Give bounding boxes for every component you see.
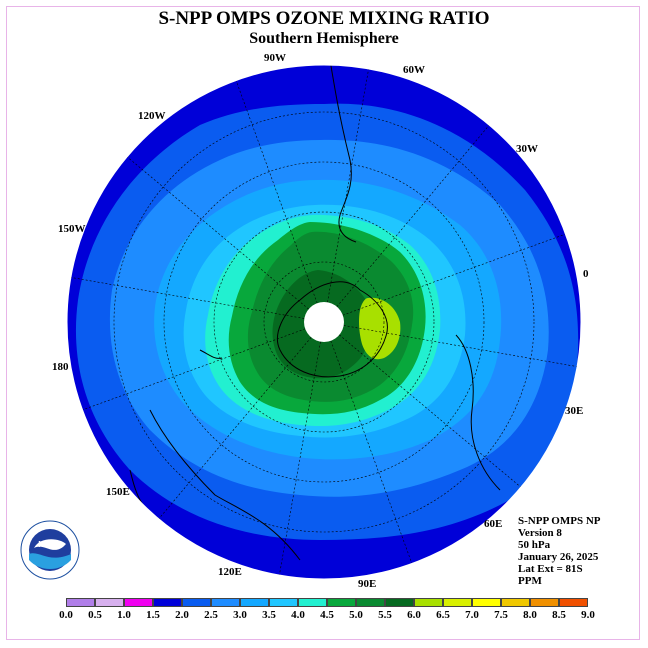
colorbar-tick-label: 8.5 — [552, 609, 566, 621]
meridian-line — [79, 328, 306, 412]
colorbar-tick-label: 1.0 — [117, 609, 131, 621]
meridian-line — [343, 325, 581, 368]
colorbar-tick-label: 5.0 — [349, 609, 363, 621]
polar-data-gap — [304, 302, 344, 342]
lon-label-30e: 30E — [565, 405, 584, 417]
colorbar-tick-label: 3.5 — [262, 609, 276, 621]
page-title: S-NPP OMPS OZONE MIXING RATIO — [158, 8, 490, 29]
colorbar-swatch — [124, 598, 153, 607]
colorbar-tick-label: 6.5 — [436, 609, 450, 621]
lon-label-0: 0 — [583, 268, 589, 280]
colorbar-tick-label: 8.0 — [523, 609, 537, 621]
colorbar-swatch — [530, 598, 559, 607]
colorbar-swatch — [356, 598, 385, 607]
colorbar-tick-label: 9.0 — [581, 609, 595, 621]
colorbar-swatch — [501, 598, 530, 607]
colorbar-tick-label: 3.0 — [233, 609, 247, 621]
colorbar-tick-label: 4.5 — [320, 609, 334, 621]
colorbar-swatch — [211, 598, 240, 607]
colorbar-tick-label: 0.0 — [59, 609, 73, 621]
colorbar-swatch — [66, 598, 95, 607]
colorbar-tick-label: 7.0 — [465, 609, 479, 621]
colorbar-swatch — [385, 598, 414, 607]
meridian-line — [342, 232, 569, 316]
colorbar-tick-label: 4.0 — [291, 609, 305, 621]
colorbar-swatch — [327, 598, 356, 607]
info-instrument: S-NPP OMPS NP — [518, 515, 601, 527]
meridian-line — [124, 154, 309, 310]
lon-label-90e: 90E — [358, 578, 377, 590]
meridian-line — [278, 341, 321, 579]
meridian-line — [156, 337, 312, 522]
figure-frame — [6, 6, 640, 640]
meridian-line — [234, 77, 318, 304]
lon-label-150w: 150W — [58, 223, 86, 235]
colorbar-tick-label: 1.5 — [146, 609, 160, 621]
graticule — [67, 65, 581, 579]
map-border — [66, 64, 582, 580]
lon-label-120e: 120E — [218, 566, 242, 578]
lon-label-150e: 150E — [106, 486, 130, 498]
colorbar-tick-label: 2.0 — [175, 609, 189, 621]
noaa-logo: NOAA — [20, 520, 80, 580]
page-subtitle: Southern Hemisphere — [249, 30, 399, 47]
colorbar-swatch — [559, 598, 588, 607]
lon-label-120w: 120W — [138, 110, 166, 122]
meridian-line — [327, 65, 370, 303]
colorbar-swatch — [269, 598, 298, 607]
colorbar-swatch — [153, 598, 182, 607]
colorbar-swatch — [298, 598, 327, 607]
colorbar-swatch — [472, 598, 501, 607]
colorbar-swatch — [443, 598, 472, 607]
colorbar-swatch — [182, 598, 211, 607]
lon-label-30w: 30W — [516, 143, 538, 155]
colorbar-tick-label: 2.5 — [204, 609, 218, 621]
colorbar-swatch — [414, 598, 443, 607]
info-date: January 26, 2025 — [518, 551, 599, 563]
lon-label-60w: 60W — [403, 64, 425, 76]
colorbar-swatch — [240, 598, 269, 607]
info-units: PPM — [518, 575, 542, 587]
info-lat-ext: Lat Ext = 81S — [518, 563, 583, 575]
meridian-line — [339, 334, 524, 490]
colorbar-tick-label: 6.0 — [407, 609, 421, 621]
ozone-max-region — [359, 297, 401, 360]
colorbar-tick-label: 5.5 — [378, 609, 392, 621]
meridian-line — [67, 276, 305, 319]
lon-label-90w: 90W — [264, 52, 286, 64]
lon-label-180: 180 — [52, 361, 69, 373]
colorbar-tick-label: 7.5 — [494, 609, 508, 621]
meridian-line — [330, 340, 414, 567]
info-block: S-NPP OMPS NP Version 8 50 hPa January 2… — [518, 515, 601, 587]
lon-label-60e: 60E — [484, 518, 503, 530]
info-pressure: 50 hPa — [518, 539, 551, 551]
info-version: Version 8 — [518, 527, 562, 539]
colorbar-tick-label: 0.5 — [88, 609, 102, 621]
noaa-logo-text: NOAA — [38, 540, 62, 549]
colorbar-swatch — [95, 598, 124, 607]
coastlines — [129, 65, 501, 561]
meridian-line — [336, 122, 492, 307]
